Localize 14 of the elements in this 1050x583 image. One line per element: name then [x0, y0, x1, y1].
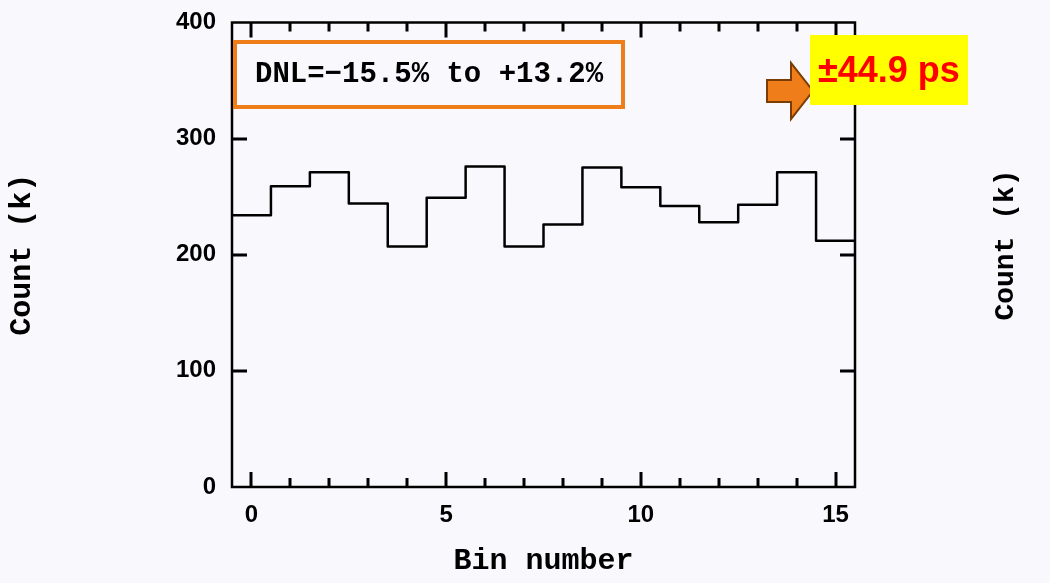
y-tick-label: 200	[175, 239, 216, 267]
x-axis-title: Bin number	[453, 543, 634, 578]
y-tick-label: 0	[202, 471, 216, 499]
x-tick-label: 15	[822, 500, 849, 528]
x-tick-label: 0	[244, 500, 259, 528]
annotation: ±44.9 ps	[810, 35, 968, 105]
annotation: DNL=−15.5% to +13.2%	[233, 40, 626, 109]
y-tick-label: 400	[175, 7, 216, 35]
x-tick-label: 10	[627, 500, 655, 528]
text: Count (k)	[989, 169, 1021, 321]
x-tick-label: 5	[439, 500, 453, 528]
y-tick-label: 300	[175, 123, 216, 151]
y-tick-label: 100	[175, 355, 216, 383]
y-axis-title: Count (k)	[4, 173, 39, 336]
